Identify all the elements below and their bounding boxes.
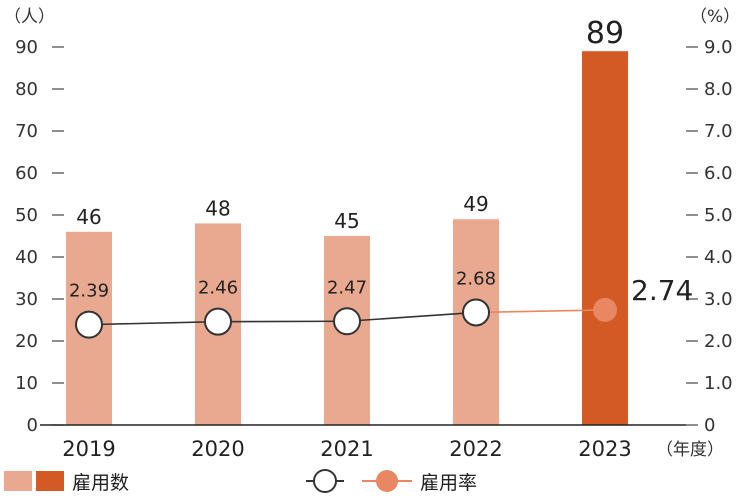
legend-swatch-bar-highlight xyxy=(36,471,64,491)
left-tick-label: 30 xyxy=(15,289,38,310)
legend-swatch-bar xyxy=(4,471,32,491)
line-point xyxy=(333,307,361,336)
left-tick-label: 60 xyxy=(15,163,38,184)
right-tick-label: 2.0 xyxy=(704,331,733,352)
right-axis: 0 1.0 2.0 3.0 4.0 5.0 6.0 7.0 8.0 9.0 xyxy=(686,37,733,436)
line-segment xyxy=(475,309,606,314)
left-tick-label: 40 xyxy=(15,247,38,268)
x-axis-unit: （年度） xyxy=(656,440,724,460)
legend: 雇用数 雇用率 xyxy=(4,469,477,494)
right-tick-label: 1.0 xyxy=(704,373,733,394)
line-data-label: 2.68 xyxy=(456,268,496,289)
right-tick-label: 3.0 xyxy=(704,289,733,310)
bar-series: 46 48 45 49 89 xyxy=(66,16,628,425)
line-data-label: 2.46 xyxy=(198,278,238,299)
left-tick-label: 90 xyxy=(15,37,38,58)
line-series: 2.39 2.46 2.47 2.68 2.74 xyxy=(69,268,693,339)
left-tick-label: 70 xyxy=(15,121,38,142)
left-axis: 0 10 20 30 40 50 60 70 80 90 xyxy=(15,37,64,436)
bar-data-label: 45 xyxy=(334,209,359,233)
bar-data-label: 46 xyxy=(76,205,101,229)
x-tick-label: 2019 xyxy=(62,437,115,461)
left-axis-unit: （人） xyxy=(4,7,55,27)
line-point xyxy=(462,298,490,327)
line-point xyxy=(204,307,232,336)
right-tick-label: 0 xyxy=(704,415,715,436)
line-segment xyxy=(88,320,219,326)
left-tick-label: 0 xyxy=(27,415,38,436)
line-point xyxy=(75,310,103,339)
legend-bar-label: 雇用数 xyxy=(72,472,129,494)
right-axis-unit: （%） xyxy=(690,7,740,27)
line-segment xyxy=(346,311,477,323)
left-tick-label: 10 xyxy=(15,373,38,394)
right-tick-label: 9.0 xyxy=(704,37,733,58)
x-axis: 2019 2020 2021 2022 2023 xyxy=(40,424,686,461)
line-data-label: 2.39 xyxy=(69,281,109,302)
legend-marker-open xyxy=(313,469,337,493)
x-tick-label: 2021 xyxy=(320,437,373,461)
x-tick-label: 2020 xyxy=(191,437,244,461)
right-tick-label: 7.0 xyxy=(704,121,733,142)
bar xyxy=(582,51,628,425)
line-point xyxy=(593,297,617,322)
bar-data-label: 48 xyxy=(205,196,230,220)
right-tick-label: 5.0 xyxy=(704,205,733,226)
left-tick-label: 20 xyxy=(15,331,38,352)
line-data-label: 2.74 xyxy=(631,274,693,307)
left-tick-label: 50 xyxy=(15,205,38,226)
x-tick-label: 2023 xyxy=(578,437,631,461)
bar-data-label: 49 xyxy=(463,192,488,216)
legend-line-label: 雇用率 xyxy=(420,472,477,494)
bar-data-label: 89 xyxy=(586,16,624,51)
right-tick-label: 6.0 xyxy=(704,163,733,184)
x-tick-label: 2022 xyxy=(449,437,502,461)
line-data-label: 2.47 xyxy=(327,277,367,298)
right-tick-label: 8.0 xyxy=(704,79,733,100)
legend-marker-filled xyxy=(376,470,398,492)
left-tick-label: 80 xyxy=(15,79,38,100)
right-tick-label: 4.0 xyxy=(704,247,733,268)
